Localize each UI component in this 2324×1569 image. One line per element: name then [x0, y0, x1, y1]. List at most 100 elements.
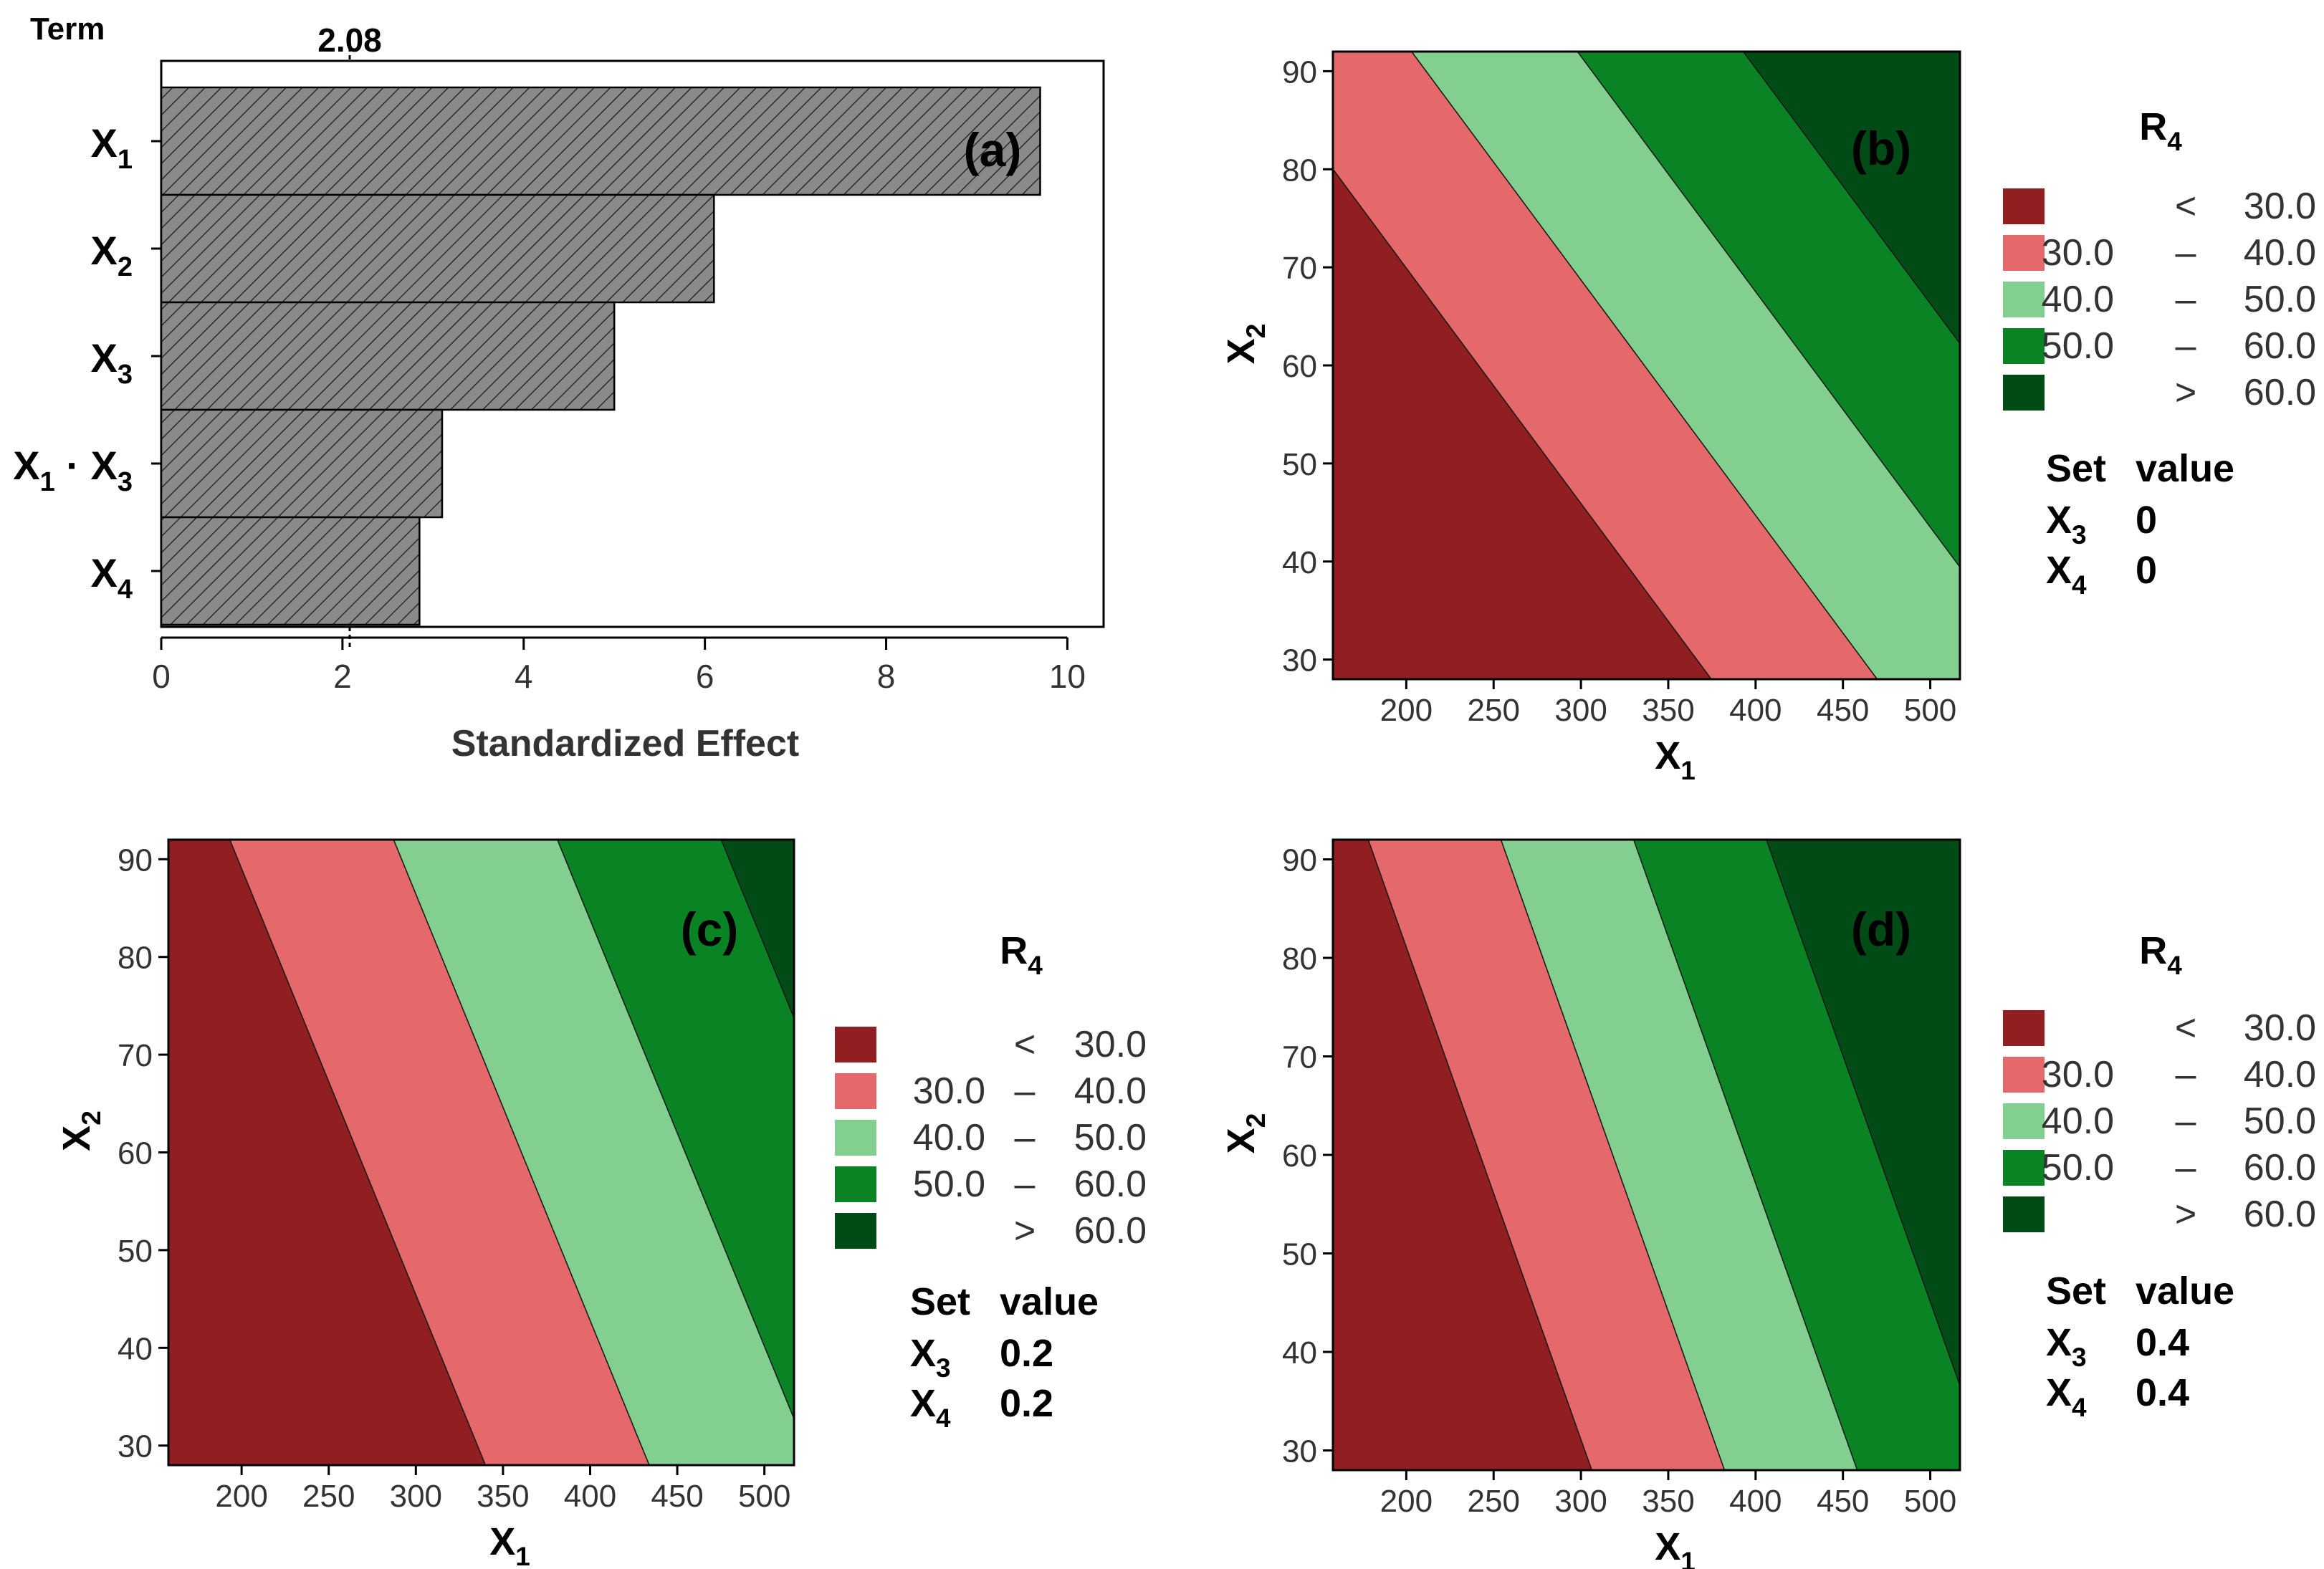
set-header: Set [2046, 447, 2106, 490]
panel-label: (b) [1851, 122, 1911, 175]
text-span: X [91, 228, 118, 273]
y-tick-label: 40 [118, 1331, 153, 1366]
subscript: 3 [2072, 1343, 2087, 1372]
subscript: 2 [77, 1110, 106, 1126]
value-header: value [1000, 1280, 1099, 1323]
legend-high: 30.0 [2244, 1007, 2316, 1049]
subscript: 4 [936, 1404, 951, 1433]
legend-operator: > [2175, 1194, 2196, 1235]
y-tick-label: 50 [1282, 447, 1317, 482]
text-span: X [2046, 1321, 2072, 1364]
panel-label: (d) [1851, 903, 1911, 956]
legend-high: 60.0 [1074, 1210, 1147, 1252]
legend-swatch [2003, 282, 2045, 317]
contour-panel-d: 200 250 300 350 400 450 50030405060708090X1X2(… [1220, 838, 2316, 1569]
y-tick-label: 70 [118, 1038, 153, 1073]
text-span: X [910, 1382, 936, 1425]
legend-operator: > [2175, 372, 2196, 413]
set-value: 0 [2136, 549, 2157, 592]
legend-title: R4 [2139, 929, 2182, 980]
legend-swatch [2003, 1150, 2045, 1186]
x-tick-label: 300 [390, 1479, 442, 1514]
subscript: 4 [2072, 570, 2087, 600]
text-span: R [2139, 929, 2167, 972]
legend-high: 60.0 [2244, 1194, 2316, 1235]
y-tick-label: 30 [118, 1429, 153, 1464]
legend-operator: < [2175, 186, 2196, 227]
legend-operator: > [1014, 1210, 1036, 1252]
subscript: 1 [1680, 1547, 1696, 1569]
set-variable: X3 [2046, 499, 2087, 550]
legend-operator: < [2175, 1007, 2196, 1049]
subscript: 1 [1680, 756, 1696, 785]
y-tick-label: 70 [1282, 1040, 1317, 1075]
text-span: X [1220, 1128, 1263, 1153]
y-tick-label: 80 [1282, 941, 1317, 977]
subscript: 4 [2167, 127, 2182, 156]
legend-swatch [835, 1027, 876, 1062]
contour-panel-b: 200 250 300 350 400 450 50030405060708090X1X2(… [1220, 50, 2316, 785]
bar [160, 193, 715, 304]
legend-title: R4 [2139, 105, 2182, 156]
legend-swatch [835, 1166, 876, 1202]
x-tick-label: 250 [1468, 693, 1520, 728]
legend-swatch [2003, 188, 2045, 224]
bar [160, 408, 444, 519]
y-tick-label: 40 [1282, 1335, 1317, 1371]
value-header: value [2136, 1270, 2234, 1313]
set-header: Set [2046, 1270, 2106, 1313]
x-tick-label: 400 [564, 1479, 616, 1514]
set-variable: X4 [2046, 549, 2087, 600]
subscript: 3 [936, 1353, 951, 1383]
legend-low: 50.0 [913, 1163, 985, 1205]
legend-low: 40.0 [2042, 1100, 2114, 1142]
x-axis-title: Standardized Effect [451, 723, 799, 764]
x-tick-label: 0 [152, 658, 171, 695]
category-label: X3 [91, 335, 133, 390]
x-tick-label: 6 [696, 658, 714, 695]
text-span: R [2139, 105, 2167, 148]
legend-high: 50.0 [1074, 1117, 1147, 1158]
x-tick-label: 8 [877, 658, 896, 695]
y-tick-label: 60 [1282, 1138, 1317, 1174]
x-tick-label: 300 [1554, 693, 1607, 728]
legend-operator: – [2176, 232, 2196, 274]
subscript: 2 [118, 252, 133, 282]
text-span: X [91, 120, 118, 165]
subscript: 4 [1028, 951, 1043, 980]
category-label: X2 [91, 228, 133, 282]
text-span: X [91, 550, 118, 595]
text-span: X [910, 1332, 936, 1375]
text-span: X [1220, 338, 1263, 364]
text-span: X [1655, 734, 1680, 777]
set-value: 0.4 [2136, 1371, 2189, 1414]
set-variable: X3 [2046, 1321, 2087, 1372]
x-tick-label: 500 [1904, 693, 1956, 728]
x-tick-label: 400 [1729, 693, 1782, 728]
subscript: 1 [40, 467, 55, 497]
set-value: 0 [2136, 499, 2157, 542]
legend-operator: – [2176, 1100, 2196, 1142]
legend-high: 60.0 [2244, 1147, 2316, 1189]
legend-swatch [2003, 375, 2045, 411]
y-tick-label: 30 [1282, 1434, 1317, 1469]
legend-swatch [2003, 328, 2045, 364]
legend-high: 60.0 [1074, 1163, 1147, 1205]
legend-high: 40.0 [2244, 1054, 2316, 1095]
x-tick-label: 250 [302, 1479, 355, 1514]
text-span: X [2046, 549, 2072, 592]
subscript: 3 [2072, 520, 2087, 550]
subscript: 4 [118, 575, 133, 605]
category-label: X1 [91, 120, 133, 175]
value-header: value [2136, 447, 2234, 490]
y-axis-title: X2 [1220, 1113, 1271, 1154]
category-label: X1 · X3 [13, 443, 133, 497]
reference-label: 2.08 [317, 21, 382, 59]
legend-high: 60.0 [2244, 372, 2316, 413]
subscript: 2 [1241, 1113, 1271, 1128]
x-tick-label: 500 [1904, 1484, 1956, 1519]
legend-operator: – [1015, 1117, 1036, 1158]
y-tick-label: 50 [118, 1234, 153, 1269]
x-tick-label: 250 [1468, 1484, 1520, 1519]
